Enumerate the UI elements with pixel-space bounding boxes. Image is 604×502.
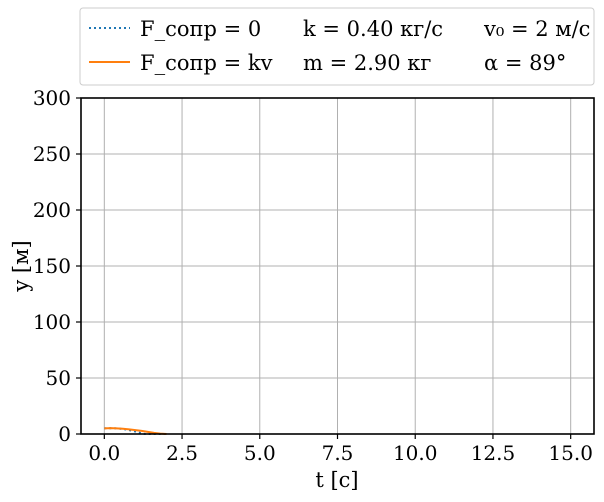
y-axis-label: y [м] xyxy=(9,240,33,292)
y-tick-label: 200 xyxy=(33,198,71,222)
y-tick-label: 50 xyxy=(46,366,71,390)
grid-layer xyxy=(81,97,594,435)
series-line-linear-drag xyxy=(104,427,167,435)
y-tick-label: 300 xyxy=(33,86,71,110)
legend-label-linear-drag: F_сопр = kv xyxy=(140,51,273,75)
legend-box xyxy=(79,7,595,86)
legend-param-v0: v₀ = 2 м/с xyxy=(483,17,590,41)
legend: F_сопр = 0 F_сопр = kv k = 0.40 кг/с m =… xyxy=(79,7,595,86)
x-tick-label: 10.0 xyxy=(393,441,438,465)
series-layer xyxy=(104,427,167,435)
x-tick-label: 15.0 xyxy=(548,441,593,465)
x-tick-label: 0.0 xyxy=(88,441,120,465)
y-tick-label: 100 xyxy=(33,310,71,334)
legend-label-no-drag: F_сопр = 0 xyxy=(140,17,261,41)
x-axis-label: t [с] xyxy=(315,468,358,492)
legend-param-k: k = 0.40 кг/с xyxy=(303,17,443,41)
tick-layer: 0.0 2.5 5.0 7.5 10.0 12.5 15.0 0 50 100 150 200 250 3… xyxy=(33,86,593,465)
y-tick-label: 250 xyxy=(33,142,71,166)
x-tick-label: 7.5 xyxy=(322,441,354,465)
y-tick-label: 150 xyxy=(33,254,71,278)
legend-param-alpha: α = 89° xyxy=(484,51,566,75)
x-tick-label: 5.0 xyxy=(244,441,276,465)
legend-param-m: m = 2.90 кг xyxy=(303,51,431,75)
x-tick-label: 12.5 xyxy=(471,441,516,465)
y-tick-label: 0 xyxy=(58,422,71,446)
x-tick-label: 2.5 xyxy=(166,441,198,465)
